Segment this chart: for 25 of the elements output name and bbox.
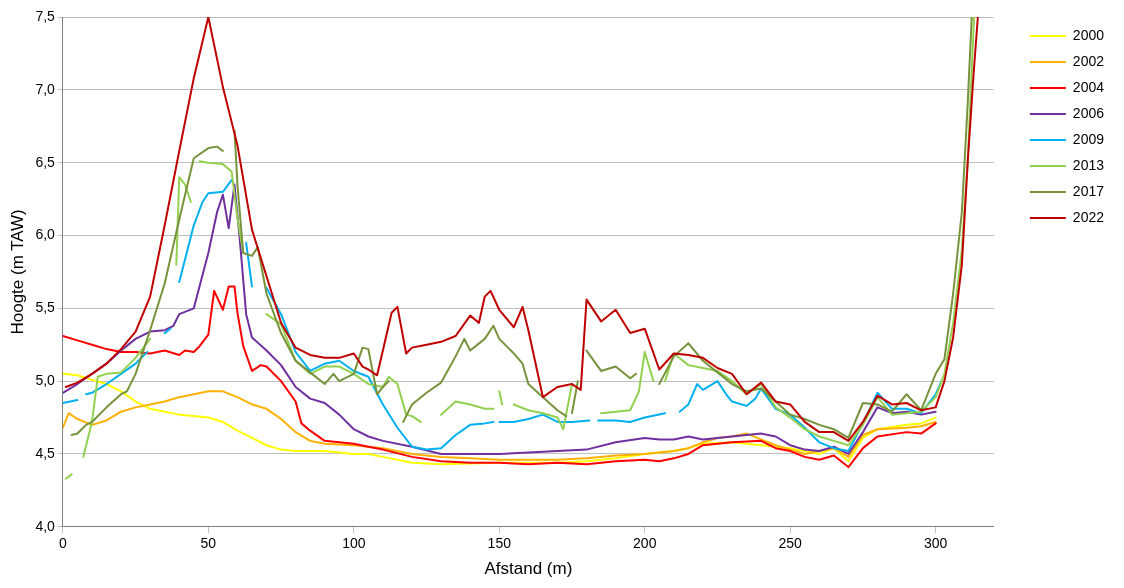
x-tick-label: 150 [487,535,512,552]
x-axis-title: Afstand (m) [484,559,573,579]
x-tick-label: 200 [633,535,657,552]
legend-label: 2022 [1072,208,1105,225]
x-tick-label: 50 [200,535,217,552]
y-tick-label: 7,0 [35,80,56,97]
y-tick-label: 4,5 [35,444,56,461]
y-tick-label: 6,5 [35,153,56,170]
y-tick-label: 5,0 [35,372,56,388]
y-tick-label: 7,5 [35,7,56,24]
legend-label: 2013 [1072,156,1105,173]
y-tick-label: 4,0 [35,517,56,534]
legend-label: 2004 [1072,78,1105,95]
legend-label: 2002 [1072,52,1105,69]
legend-label: 2009 [1072,130,1105,147]
y-tick-label: 6,0 [35,226,56,243]
x-tick-label: 250 [778,535,803,552]
legend-label: 2017 [1072,182,1105,199]
y-axis-title: Hoogte (m TAW) [7,209,27,335]
y-tick-label: 5,5 [35,299,56,316]
legend-label: 2000 [1072,26,1105,43]
x-tick-label: 100 [342,535,366,552]
legend-label: 2006 [1072,104,1105,121]
x-tick-label: 300 [923,535,948,552]
x-tick-label: 0 [58,535,67,552]
